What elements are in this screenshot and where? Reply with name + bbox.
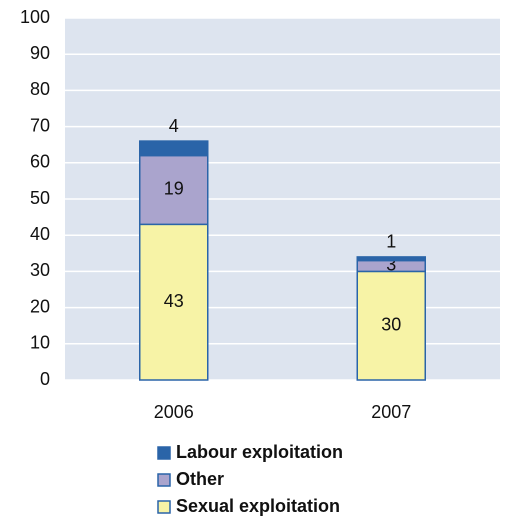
legend-swatch xyxy=(157,473,171,487)
data-label: 19 xyxy=(164,179,184,199)
y-tick-label: 100 xyxy=(20,7,50,27)
y-tick-label: 60 xyxy=(30,152,50,172)
x-tick-label: 2007 xyxy=(371,402,411,422)
legend-label: Labour exploitation xyxy=(176,442,343,462)
y-tick-label: 80 xyxy=(30,79,50,99)
y-tick-label: 70 xyxy=(30,115,50,135)
bar-segment xyxy=(356,256,426,262)
legend-swatch xyxy=(157,500,171,514)
bar-segment xyxy=(139,140,209,157)
y-tick-label: 0 xyxy=(40,369,50,389)
y-tick-label: 90 xyxy=(30,43,50,63)
y-tick-label: 40 xyxy=(30,224,50,244)
data-label: 3 xyxy=(386,255,396,275)
legend-label: Sexual exploitation xyxy=(176,496,340,516)
x-tick-label: 2006 xyxy=(154,402,194,422)
y-tick-label: 10 xyxy=(30,333,50,353)
bar-segment xyxy=(139,154,209,226)
data-label: 4 xyxy=(169,116,179,136)
data-label: 43 xyxy=(164,291,184,311)
data-label: 30 xyxy=(381,314,401,334)
y-tick-label: 30 xyxy=(30,260,50,280)
legend-swatch xyxy=(157,446,171,460)
y-tick-label: 20 xyxy=(30,296,50,316)
data-label: 1 xyxy=(386,232,396,252)
bar-segment xyxy=(139,223,209,381)
legend-label: Other xyxy=(176,469,224,489)
bar-segment xyxy=(356,270,426,381)
y-tick-label: 50 xyxy=(30,188,50,208)
